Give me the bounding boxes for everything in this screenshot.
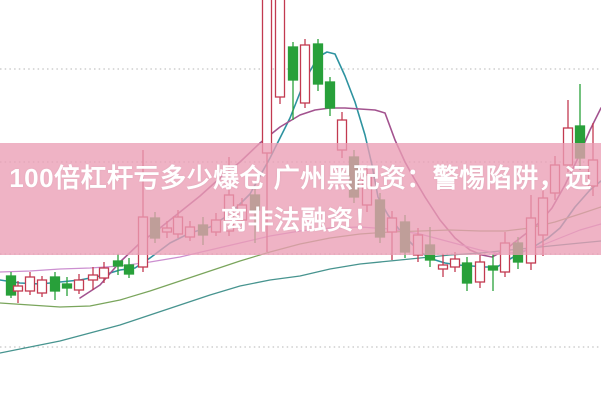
- headline-banner-overlay: 100倍杠杆亏多少爆仓 广州黑配资：警惕陷阱，远 离非法融资！: [0, 143, 601, 255]
- candle-up: [73, 274, 85, 294]
- candle-up: [98, 262, 110, 283]
- candle-up: [299, 39, 311, 108]
- candle-down: [324, 77, 336, 116]
- candle-down: [112, 254, 124, 275]
- candle-up: [87, 267, 99, 290]
- candle-down: [49, 272, 61, 300]
- candle-up: [474, 255, 486, 288]
- headline-line-2: 离非法融资！: [220, 205, 380, 235]
- candle-up: [24, 272, 36, 295]
- candle-down: [461, 257, 473, 291]
- candle-down: [287, 42, 299, 120]
- candle-up: [36, 276, 48, 297]
- headline-line-1: 100倍杠杆亏多少爆仓 广州黑配资：警惕陷阱，远: [9, 163, 592, 193]
- candle-up: [437, 254, 449, 277]
- candle-down: [487, 254, 499, 291]
- candle-up: [449, 252, 461, 272]
- candle-down: [123, 258, 135, 278]
- candle-down: [312, 39, 324, 91]
- candle-down: [5, 272, 17, 298]
- candle-down: [61, 277, 73, 296]
- candle-up: [12, 281, 24, 303]
- candle-up: [274, 0, 286, 104]
